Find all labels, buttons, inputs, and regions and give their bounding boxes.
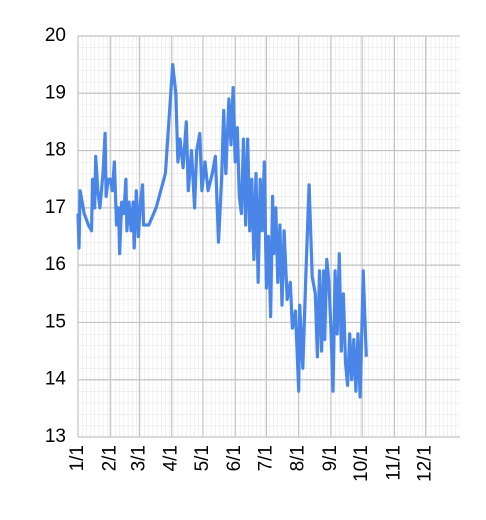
y-tick-label: 16 bbox=[45, 254, 66, 275]
x-tick-label: 7/1 bbox=[255, 445, 276, 471]
data-line bbox=[76, 62, 368, 399]
x-tick-label: 10/1 bbox=[351, 445, 372, 482]
x-tick-label: 6/1 bbox=[224, 445, 245, 471]
y-tick-label: 13 bbox=[45, 426, 66, 447]
y-tick-label: 19 bbox=[45, 82, 66, 103]
y-tick-label: 20 bbox=[45, 25, 66, 46]
x-tick-label: 12/1 bbox=[415, 445, 436, 482]
x-tick-label: 9/1 bbox=[320, 445, 341, 471]
x-tick-label: 4/1 bbox=[161, 445, 182, 471]
y-tick-label: 18 bbox=[45, 140, 66, 161]
x-tick-label: 8/1 bbox=[288, 445, 309, 471]
x-tick-label: 1/1 bbox=[67, 445, 88, 471]
x-tick-label: 2/1 bbox=[99, 445, 120, 471]
y-tick-label: 14 bbox=[45, 369, 67, 390]
y-tick-label: 15 bbox=[45, 311, 66, 332]
y-tick-label: 17 bbox=[45, 197, 66, 218]
x-tick-label: 5/1 bbox=[192, 445, 213, 471]
x-tick-label: 3/1 bbox=[128, 445, 149, 471]
x-tick-label: 11/1 bbox=[383, 445, 404, 481]
